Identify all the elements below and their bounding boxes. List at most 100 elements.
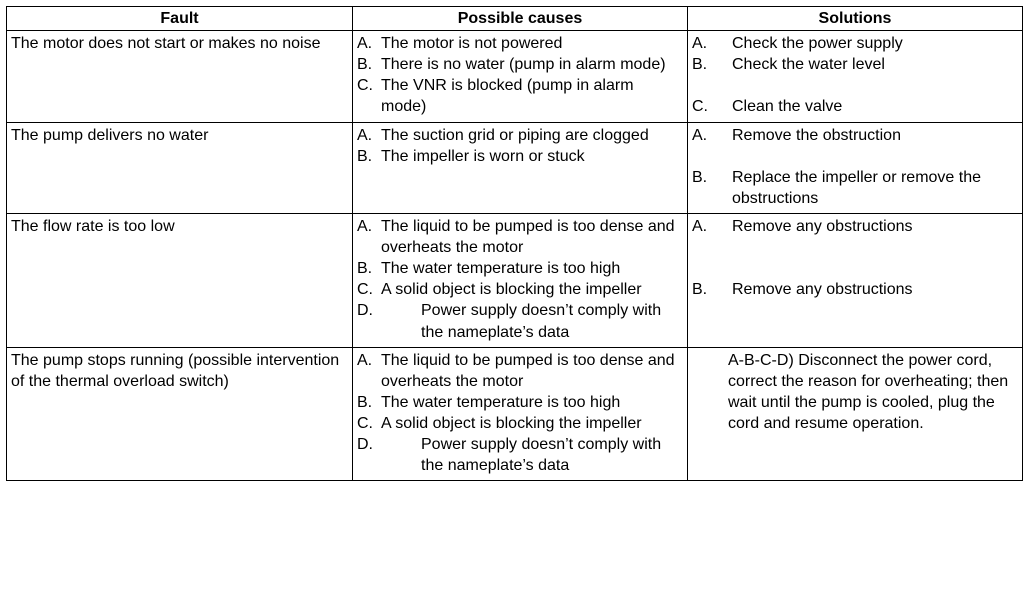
causes-cell: A.The liquid to be pumped is too dense a… [353, 347, 688, 481]
list-item: B. Check the water level [692, 54, 1018, 75]
list-text: The liquid to be pumped is too dense and… [381, 352, 675, 390]
table-row: The pump stops running (possible interve… [7, 347, 1023, 481]
list-text [732, 260, 736, 277]
col-header-solutions: Solutions [688, 7, 1023, 31]
list-text: The impeller is worn or stuck [381, 148, 585, 165]
fault-text: The pump stops running (possible interve… [11, 350, 348, 392]
list-marker: B. [357, 258, 381, 279]
list-marker: C. [357, 75, 381, 96]
list-item: B.There is no water (pump in alarm mode) [357, 54, 683, 75]
list-text: A solid object is blocking the impeller [381, 415, 642, 432]
list-marker: D. [357, 300, 421, 321]
table-header-row: Fault Possible causes Solutions [7, 7, 1023, 31]
list-text: There is no water (pump in alarm mode) [381, 56, 666, 73]
fault-cell: The pump delivers no water [7, 122, 353, 213]
list-text: The water temperature is too high [381, 260, 620, 277]
troubleshooting-table: Fault Possible causes Solutions The moto… [6, 6, 1023, 481]
list-item: C.A solid object is blocking the impelle… [357, 413, 683, 434]
table-row: The flow rate is too lowA.The liquid to … [7, 213, 1023, 347]
list-item: A.The liquid to be pumped is too dense a… [357, 216, 683, 258]
list-item: D.Power supply doesn’t comply with the n… [357, 434, 683, 476]
list-marker: A. [692, 125, 726, 146]
list-marker: A. [357, 350, 381, 371]
list-marker: B. [692, 54, 726, 75]
list-text: Clean the valve [732, 98, 842, 115]
solutions-cell: A. Remove the obstruction B. Replace the i… [688, 122, 1023, 213]
list-text: Check the power supply [732, 35, 903, 52]
list-item: B. Remove any obstructions [692, 279, 1018, 300]
solutions-cell: A-B-C-D) Disconnect the power cord, corr… [688, 347, 1023, 481]
list-item: B. Replace the impeller or remove the obs… [692, 167, 1018, 209]
list-text: A solid object is blocking the impeller [381, 281, 642, 298]
col-header-fault: Fault [7, 7, 353, 31]
list-item: C.The VNR is blocked (pump in alarm mode… [357, 75, 683, 117]
list-text: The water temperature is too high [381, 394, 620, 411]
list-marker: A. [692, 33, 726, 54]
list-text [732, 77, 736, 94]
list-text [732, 239, 736, 256]
causes-list: A.The liquid to be pumped is too dense a… [357, 216, 683, 343]
solutions-list: A.Remove any obstructions B. Remove any o… [692, 216, 1018, 300]
causes-list: A.The suction grid or piping are clogged… [357, 125, 683, 167]
list-marker: A. [357, 33, 381, 54]
causes-list: A.The motor is not poweredB.There is no … [357, 33, 683, 117]
list-text [732, 148, 736, 165]
list-text: Remove any obstructions [732, 281, 913, 298]
list-marker: B. [692, 279, 726, 300]
list-item: A. Check the power supply [692, 33, 1018, 54]
list-marker: B. [357, 54, 381, 75]
list-marker: B. [692, 167, 726, 188]
list-item: C.A solid object is blocking the impelle… [357, 279, 683, 300]
list-text: Power supply doesn’t comply with the nam… [421, 436, 661, 474]
list-text: Remove the obstruction [732, 127, 901, 144]
list-marker: C. [692, 96, 726, 117]
causes-cell: A.The suction grid or piping are clogged… [353, 122, 688, 213]
list-item: A. Remove the obstruction [692, 125, 1018, 146]
fault-text: The motor does not start or makes no noi… [11, 33, 348, 54]
list-text: The liquid to be pumped is too dense and… [381, 218, 675, 256]
solutions-list: A. Remove the obstruction B. Replace the i… [692, 125, 1018, 209]
list-marker: D. [357, 434, 421, 455]
list-marker: B. [357, 146, 381, 167]
list-text: The suction grid or piping are clogged [381, 127, 649, 144]
list-item [692, 75, 1018, 96]
solutions-block: A-B-C-D) Disconnect the power cord, corr… [692, 350, 1018, 434]
list-marker: B. [357, 392, 381, 413]
list-item: A.The liquid to be pumped is too dense a… [357, 350, 683, 392]
list-item: A.The suction grid or piping are clogged [357, 125, 683, 146]
solutions-cell: A. Check the power supply B. Check the wate… [688, 31, 1023, 122]
list-text: Replace the impeller or remove the obstr… [732, 169, 981, 207]
list-text: The VNR is blocked (pump in alarm mode) [381, 77, 634, 115]
list-item: D.Power supply doesn’t comply with the n… [357, 300, 683, 342]
table-body: The motor does not start or makes no noi… [7, 31, 1023, 481]
solutions-cell: A.Remove any obstructions B. Remove any o… [688, 213, 1023, 347]
list-item: A.The motor is not powered [357, 33, 683, 54]
fault-cell: The motor does not start or makes no noi… [7, 31, 353, 122]
col-header-causes: Possible causes [353, 7, 688, 31]
list-marker: A. [692, 216, 726, 237]
fault-text: The pump delivers no water [11, 125, 348, 146]
causes-cell: A.The liquid to be pumped is too dense a… [353, 213, 688, 347]
list-marker: C. [357, 279, 381, 300]
solutions-list: A. Check the power supply B. Check the wate… [692, 33, 1018, 117]
list-item [692, 146, 1018, 167]
list-marker: C. [357, 413, 381, 434]
fault-text: The flow rate is too low [11, 216, 348, 237]
table-row: The motor does not start or makes no noi… [7, 31, 1023, 122]
causes-list: A.The liquid to be pumped is too dense a… [357, 350, 683, 477]
list-item: A.Remove any obstructions [692, 216, 1018, 237]
list-item: B.The water temperature is too high [357, 392, 683, 413]
list-item: B.The impeller is worn or stuck [357, 146, 683, 167]
list-item: C. Clean the valve [692, 96, 1018, 117]
list-item: B.The water temperature is too high [357, 258, 683, 279]
list-marker: A. [357, 125, 381, 146]
table-row: The pump delivers no waterA.The suction … [7, 122, 1023, 213]
list-marker: A. [357, 216, 381, 237]
fault-cell: The flow rate is too low [7, 213, 353, 347]
list-item [692, 258, 1018, 279]
fault-cell: The pump stops running (possible interve… [7, 347, 353, 481]
list-item [692, 237, 1018, 258]
list-text: Check the water level [732, 56, 885, 73]
list-text: The motor is not powered [381, 35, 562, 52]
list-text: Power supply doesn’t comply with the nam… [421, 302, 661, 340]
